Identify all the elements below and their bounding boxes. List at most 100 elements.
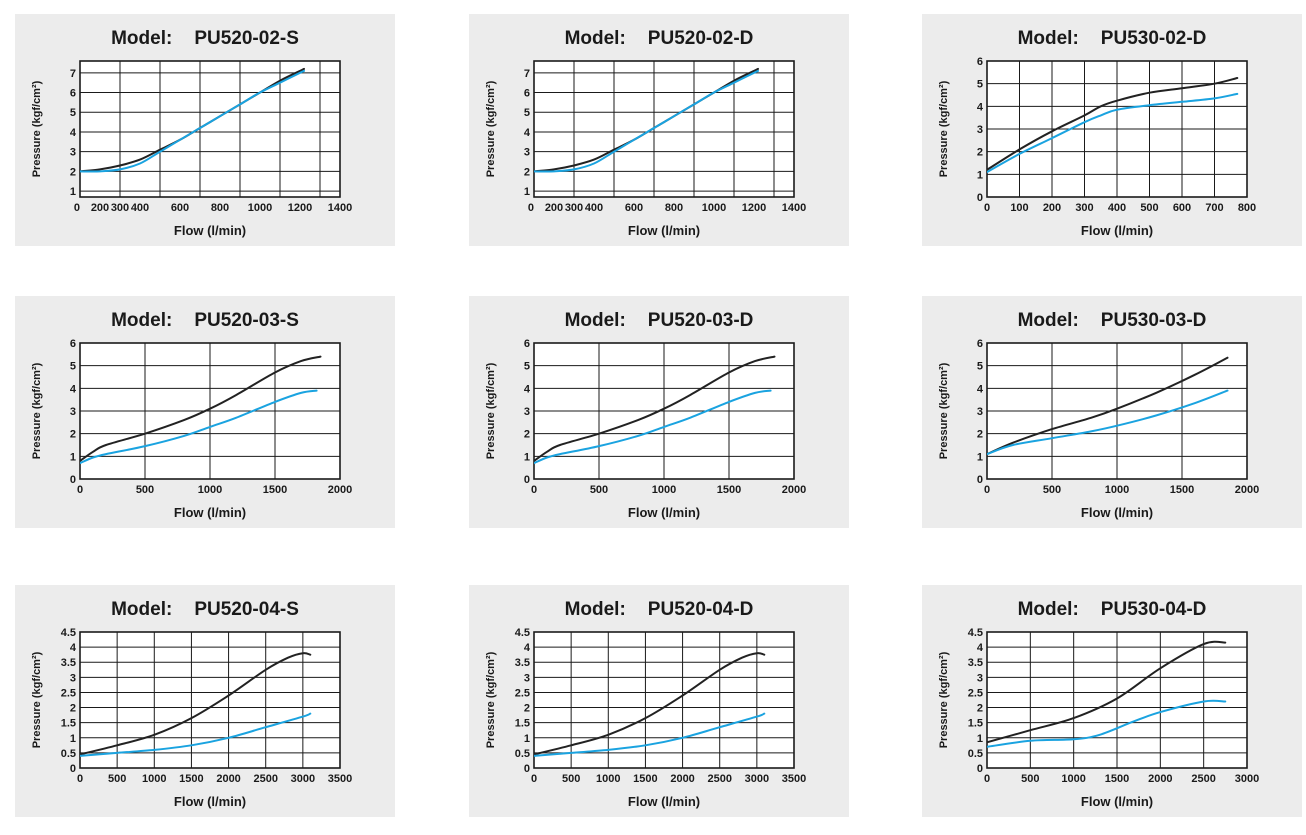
x-tick-label: 1400 (782, 202, 806, 214)
chart-title-prefix: Model: (1018, 28, 1079, 49)
chart-title: Model: PU520-03-S (111, 310, 299, 331)
x-tick-label: 300 (111, 202, 129, 214)
y-tick-label: 0 (70, 763, 76, 775)
y-tick-label: 5 (524, 107, 530, 119)
chart-title-prefix: Model: (111, 28, 172, 49)
flow-pressure-chart: Model: PU530-02-D 0 100 200 300 400 500 600 700 80… (938, 28, 1256, 238)
plot-frame (533, 342, 795, 480)
y-tick-label: 2 (524, 703, 530, 715)
x-tick-label: 600 (625, 202, 643, 214)
flow-pressure-chart: Model: PU530-03-D 0 500 1000 1500 2000 0 1 2 3 4 5 6 F… (938, 310, 1259, 520)
chart-panel: Model: PU520-04-S 0 500 1000 1500 2000 2500 3000… (15, 585, 395, 817)
y-tick-label: 5 (70, 361, 76, 373)
x-axis-label: Flow (l/min) (628, 794, 700, 809)
chart-title: Model: PU530-02-D (1018, 28, 1207, 49)
x-tick-label: 300 (565, 202, 583, 214)
x-tick-label: 0 (74, 202, 80, 214)
y-tick-label: 3 (70, 147, 76, 159)
x-tick-label: 2000 (670, 773, 694, 785)
y-tick-label: 4.5 (61, 627, 76, 639)
series-line-blue (80, 712, 312, 757)
plot-frame (986, 342, 1248, 480)
y-tick-label: 3 (977, 124, 983, 136)
x-tick-label: 200 (545, 202, 563, 214)
x-tick-label: 3000 (1235, 773, 1259, 785)
chart-title: Model: PU520-03-D (565, 310, 754, 331)
plot-frame (79, 342, 341, 480)
y-tick-label: 1 (977, 451, 983, 463)
y-axis-label: Pressure (kgf/cm²) (31, 651, 43, 748)
x-tick-label: 1500 (1170, 484, 1194, 496)
y-tick-label: 6 (977, 56, 983, 68)
x-tick-label: 500 (108, 773, 126, 785)
chart-panel: Model: PU530-02-D 0 100 200 300 400 500 600 700 80… (922, 14, 1302, 246)
x-tick-label: 800 (211, 202, 229, 214)
plot-area (534, 632, 794, 768)
x-tick-label: 0 (531, 484, 537, 496)
y-tick-label: 3 (70, 406, 76, 418)
y-tick-label: 6 (977, 338, 983, 350)
plot-frame (533, 60, 795, 198)
x-axis-label: Flow (l/min) (628, 223, 700, 238)
x-tick-label: 2500 (707, 773, 731, 785)
y-tick-label: 7 (524, 68, 530, 80)
x-tick-label: 0 (531, 773, 537, 785)
y-tick-label: 2 (977, 429, 983, 441)
x-tick-label: 3500 (782, 773, 806, 785)
y-axis-label: Pressure (kgf/cm²) (485, 651, 497, 748)
y-tick-label: 1 (524, 451, 530, 463)
x-tick-label: 400 (585, 202, 603, 214)
x-tick-label: 800 (1238, 202, 1256, 214)
y-tick-label: 5 (977, 361, 983, 373)
plot-frame (986, 631, 1248, 769)
x-tick-label: 500 (590, 484, 608, 496)
chart-title-prefix: Model: (1018, 310, 1079, 331)
series-line-blue (987, 389, 1229, 456)
x-tick-label: 2500 (1191, 773, 1215, 785)
y-tick-label: 1.5 (968, 718, 983, 730)
x-tick-label: 800 (665, 202, 683, 214)
y-tick-label: 2.5 (968, 687, 983, 699)
y-tick-label: 1 (70, 186, 76, 198)
x-tick-label: 0 (984, 202, 990, 214)
y-tick-label: 1 (70, 451, 76, 463)
y-tick-label: 0.5 (515, 748, 530, 760)
y-tick-label: 6 (524, 338, 530, 350)
x-tick-label: 500 (1021, 773, 1039, 785)
y-tick-label: 4 (977, 642, 984, 654)
x-tick-label: 200 (91, 202, 109, 214)
chart-panel: Model: PU520-04-D 0 500 1000 1500 2000 2500 3000… (469, 585, 849, 817)
chart-title: Model: PU530-04-D (1018, 599, 1207, 620)
plot-frame (79, 60, 341, 198)
y-tick-label: 5 (524, 361, 530, 373)
y-tick-label: 3.5 (968, 657, 983, 669)
y-tick-label: 6 (524, 88, 530, 100)
series-line-dark (534, 652, 766, 756)
y-tick-label: 2 (977, 147, 983, 159)
series-line-dark (987, 356, 1229, 456)
y-tick-label: 2.5 (515, 687, 530, 699)
y-axis-label: Pressure (kgf/cm²) (938, 80, 950, 177)
y-tick-label: 3 (524, 672, 530, 684)
plot-area (534, 61, 794, 197)
x-axis-label: Flow (l/min) (628, 505, 700, 520)
y-tick-label: 6 (70, 88, 76, 100)
plot-area (80, 632, 340, 768)
chart-title: Model: PU520-02-D (565, 28, 754, 49)
y-tick-label: 7 (70, 68, 76, 80)
flow-pressure-chart: Model: PU520-04-S 0 500 1000 1500 2000 2500 3000… (31, 599, 352, 809)
chart-title-model: PU530-02-D (1101, 28, 1207, 49)
x-tick-label: 0 (77, 484, 83, 496)
x-tick-label: 600 (171, 202, 189, 214)
y-tick-label: 2 (70, 703, 76, 715)
y-tick-label: 0 (977, 763, 983, 775)
flow-pressure-chart: Model: PU520-02-S 0 200 300 400 600 800 1000 1200… (31, 28, 352, 238)
x-tick-label: 300 (1075, 202, 1093, 214)
y-tick-label: 1 (524, 733, 530, 745)
y-tick-label: 2.5 (61, 687, 76, 699)
y-tick-label: 2 (70, 166, 76, 178)
x-tick-label: 0 (984, 773, 990, 785)
plot-frame (79, 631, 341, 769)
x-tick-label: 400 (1108, 202, 1126, 214)
flow-pressure-chart: Model: PU520-02-D 0 200 300 400 600 800 1000 1200… (485, 28, 806, 238)
